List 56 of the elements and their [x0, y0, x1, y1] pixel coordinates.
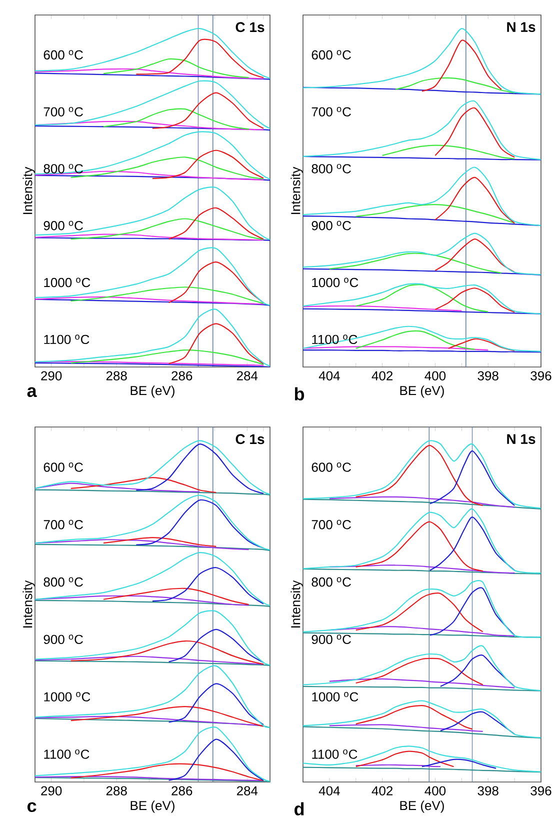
annotation: 800 $^{o}$C	[312, 577, 351, 587]
y-axis-title: Intensity	[290, 166, 303, 214]
annotation: 1100 $^{o}$C	[312, 749, 358, 759]
y-axis-title: Intensity	[22, 166, 35, 214]
x-tick-label: 286	[172, 371, 192, 380]
annotation: 1000 $^{o}$C	[44, 692, 90, 702]
annotation: 900 $^{o}$C	[44, 634, 83, 644]
annotation: 900 $^{o}$C	[312, 634, 351, 644]
annotation: 600 $^{o}$C	[312, 462, 351, 472]
x-tick-label: 402	[372, 371, 393, 380]
x-tick-label: 398	[478, 786, 498, 796]
annotation: 900 $^{o}$C	[44, 220, 83, 230]
x-axis-title: BE (eV)	[130, 800, 174, 813]
annotation: 1100 $^{o}$C	[44, 749, 90, 759]
x-tick-label: 396	[530, 786, 552, 796]
x-tick-label: 290	[41, 786, 62, 796]
x-tick-label: 286	[172, 786, 192, 796]
text: a	[27, 387, 37, 398]
annotation: C 1s	[236, 434, 264, 444]
annotation: 1000 $^{o}$C	[312, 278, 358, 288]
annotation: C 1s	[236, 22, 264, 32]
x-tick-label: 398	[478, 371, 498, 380]
x-tick-label: 288	[106, 786, 127, 796]
annotation: 600 $^{o}$C	[44, 50, 83, 60]
x-axis-title: BE (eV)	[130, 386, 174, 398]
annotation: 900 $^{o}$C	[312, 220, 351, 230]
annotation: 600 $^{o}$C	[312, 50, 351, 60]
annotation: 700 $^{o}$C	[312, 520, 351, 530]
annotation: N 1s	[507, 434, 536, 444]
x-tick-label: 404	[318, 371, 340, 380]
annotation: 1000 $^{o}$C	[312, 692, 358, 702]
x-tick-label: 404	[318, 786, 340, 796]
annotation: 800 $^{o}$C	[44, 577, 83, 587]
annotation: 800 $^{o}$C	[312, 164, 351, 174]
annotation: 700 $^{o}$C	[44, 107, 83, 116]
x-axis-title: BE (eV)	[400, 800, 444, 813]
x-tick-label: 400	[424, 371, 446, 380]
text: b	[294, 387, 304, 400]
annotation: 1000 $^{o}$C	[44, 278, 90, 288]
x-tick-label: 396	[530, 371, 552, 380]
annotation: 1100 $^{o}$C	[44, 334, 90, 344]
text: d	[294, 802, 304, 816]
y-axis-title: Intensity	[290, 580, 303, 628]
x-tick-label: 402	[372, 786, 393, 796]
y-axis-title: Intensity	[22, 580, 35, 628]
x-tick-label: 290	[41, 371, 62, 380]
x-tick-label: 400	[424, 786, 446, 796]
annotation: 700 $^{o}$C	[312, 107, 351, 116]
x-tick-label: 284	[236, 371, 258, 380]
annotation: 600 $^{o}$C	[44, 462, 83, 472]
x-axis-title: BE (eV)	[400, 386, 444, 398]
annotation: N 1s	[507, 22, 536, 32]
x-tick-label: 284	[236, 786, 258, 796]
text: c	[27, 802, 36, 812]
annotation: 700 $^{o}$C	[44, 520, 83, 530]
x-tick-label: 288	[106, 371, 127, 380]
